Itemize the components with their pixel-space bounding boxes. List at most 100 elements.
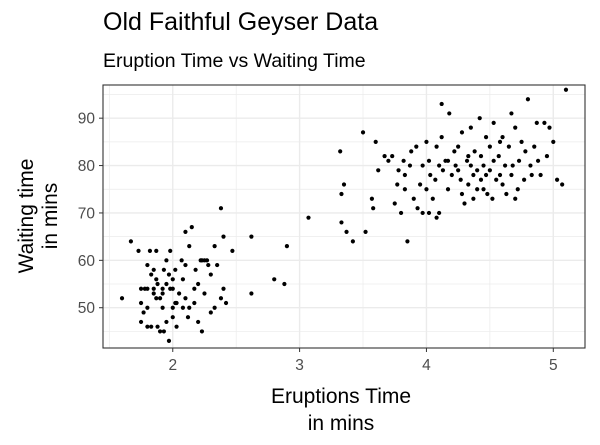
data-point bbox=[513, 196, 518, 201]
data-point bbox=[481, 187, 486, 192]
data-point bbox=[212, 244, 217, 249]
data-point bbox=[154, 277, 159, 282]
data-point bbox=[170, 277, 175, 282]
data-point bbox=[168, 248, 173, 253]
data-point bbox=[215, 262, 220, 268]
data-point bbox=[179, 258, 184, 263]
data-point bbox=[471, 172, 476, 178]
data-point bbox=[449, 172, 454, 178]
data-point bbox=[282, 281, 287, 287]
data-point bbox=[199, 329, 205, 334]
data-point bbox=[230, 248, 235, 253]
data-point bbox=[212, 305, 217, 310]
data-point bbox=[170, 286, 175, 291]
data-point bbox=[402, 172, 407, 178]
data-point bbox=[544, 153, 550, 159]
data-point bbox=[456, 168, 461, 173]
data-point bbox=[145, 286, 150, 291]
data-point bbox=[392, 201, 397, 206]
major-gridlines bbox=[103, 85, 585, 348]
data-point bbox=[433, 177, 438, 182]
data-point bbox=[145, 324, 150, 329]
data-point bbox=[409, 149, 414, 154]
data-point bbox=[426, 158, 432, 163]
data-point bbox=[350, 239, 355, 244]
data-point bbox=[496, 153, 501, 159]
data-point bbox=[128, 239, 134, 244]
data-point bbox=[272, 277, 277, 282]
data-point bbox=[145, 262, 150, 268]
data-point bbox=[440, 168, 446, 173]
data-point bbox=[341, 182, 347, 187]
data-point bbox=[405, 239, 410, 244]
data-point bbox=[155, 324, 160, 329]
data-point bbox=[177, 291, 182, 296]
data-point bbox=[523, 149, 528, 154]
data-point bbox=[538, 172, 543, 178]
x-axis-title-line1: Eruptions Time bbox=[271, 385, 411, 408]
data-point bbox=[478, 177, 484, 182]
x-axis-ticks: 2 3 4 5 bbox=[168, 348, 558, 374]
data-point bbox=[170, 305, 175, 310]
data-point bbox=[478, 153, 484, 159]
data-point bbox=[221, 234, 226, 239]
data-point bbox=[402, 187, 407, 192]
data-point bbox=[174, 324, 179, 329]
data-point bbox=[547, 125, 552, 130]
data-point bbox=[426, 210, 432, 216]
data-point bbox=[151, 267, 156, 272]
data-point bbox=[485, 191, 490, 197]
data-point bbox=[149, 324, 154, 329]
data-point bbox=[193, 267, 198, 272]
data-point bbox=[466, 153, 471, 159]
data-point bbox=[532, 144, 537, 149]
data-point bbox=[424, 139, 429, 144]
data-point bbox=[164, 319, 169, 325]
data-point bbox=[119, 296, 125, 301]
data-point bbox=[189, 225, 194, 230]
data-point bbox=[339, 191, 344, 197]
data-point bbox=[149, 272, 154, 277]
data-point bbox=[161, 267, 166, 272]
data-point bbox=[166, 272, 172, 277]
data-point bbox=[522, 177, 527, 182]
data-point bbox=[174, 300, 179, 306]
data-point bbox=[369, 196, 375, 201]
data-point bbox=[386, 158, 391, 163]
data-point bbox=[164, 281, 169, 287]
data-point bbox=[414, 144, 419, 149]
data-point bbox=[382, 153, 387, 159]
data-point bbox=[407, 163, 413, 168]
data-point bbox=[180, 305, 186, 310]
data-point bbox=[151, 286, 156, 291]
data-point bbox=[183, 296, 188, 301]
y-axis-ticks: 50 60 70 80 90 bbox=[78, 111, 103, 317]
data-point bbox=[187, 244, 192, 249]
data-point bbox=[483, 135, 489, 140]
y-axis-title-line2: in mins bbox=[39, 183, 62, 250]
data-point bbox=[420, 163, 425, 168]
y-axis-title-line1: Waiting time bbox=[15, 159, 38, 274]
data-point bbox=[494, 177, 499, 182]
plot-panel bbox=[102, 84, 586, 349]
data-point bbox=[180, 277, 186, 282]
data-point bbox=[183, 229, 188, 235]
data-point bbox=[338, 149, 343, 154]
data-point bbox=[161, 329, 166, 334]
data-point bbox=[554, 177, 560, 182]
data-point bbox=[525, 97, 531, 102]
chart-title: Old Faithful Geyser Data bbox=[103, 8, 378, 36]
data-point bbox=[157, 296, 163, 301]
data-point bbox=[534, 120, 539, 126]
data-point bbox=[170, 315, 175, 320]
data-point bbox=[430, 196, 435, 201]
data-point bbox=[437, 210, 442, 216]
x-tick-label: 2 bbox=[168, 357, 177, 374]
data-point bbox=[183, 262, 188, 268]
data-point bbox=[528, 163, 533, 168]
data-point bbox=[439, 135, 444, 140]
y-tick-label: 50 bbox=[78, 300, 96, 317]
data-point bbox=[516, 158, 522, 163]
data-point bbox=[390, 153, 395, 159]
data-point bbox=[371, 206, 376, 211]
